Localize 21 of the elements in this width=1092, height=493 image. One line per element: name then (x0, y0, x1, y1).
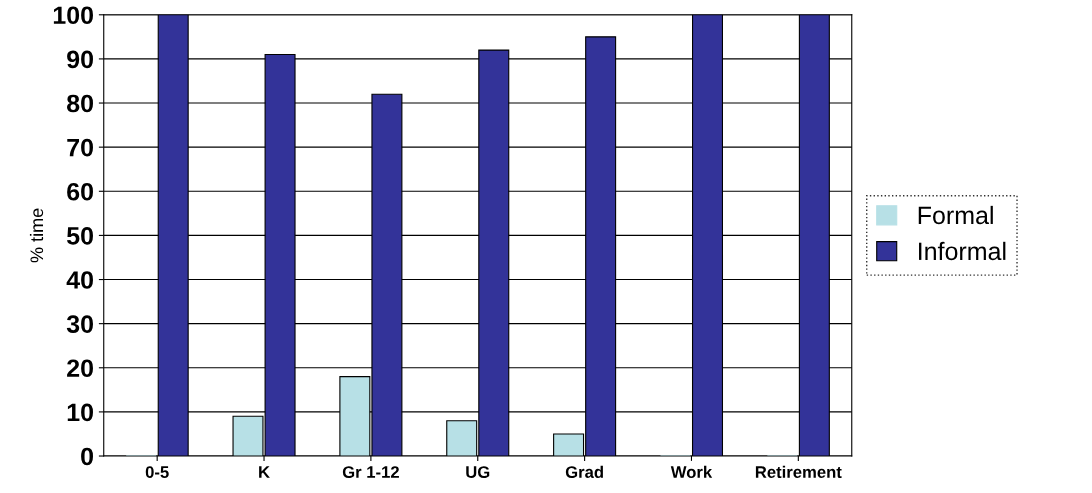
x-tick-label: Retirement (755, 465, 842, 478)
x-tick-label: UG (466, 466, 490, 478)
x-tick-label: Work (670, 465, 713, 478)
y-tick-label: 0 (81, 447, 93, 466)
x-tick-label: 0-5 (145, 466, 169, 478)
y-tick-label: 30 (66, 315, 93, 333)
x-tick-label: Gr 1-12 (342, 466, 399, 478)
y-tick-label: 60 (67, 182, 93, 201)
y-tick-label: 40 (66, 271, 93, 289)
y-tick-label: 10 (67, 403, 93, 422)
y-axis-title: % time (29, 208, 44, 263)
y-tick-label: 80 (67, 94, 93, 113)
y-tick-label: 70 (67, 138, 93, 157)
y-tick-label: 100 (53, 6, 93, 25)
y-tick-label: 90 (67, 50, 93, 69)
legend-label: Informal (919, 241, 1006, 261)
x-tick-label: Grad (565, 465, 603, 478)
legend-label: Formal (918, 205, 993, 225)
x-tick-label: K (259, 466, 270, 478)
y-tick-label: 20 (67, 359, 93, 378)
y-tick-label: 50 (66, 227, 93, 245)
